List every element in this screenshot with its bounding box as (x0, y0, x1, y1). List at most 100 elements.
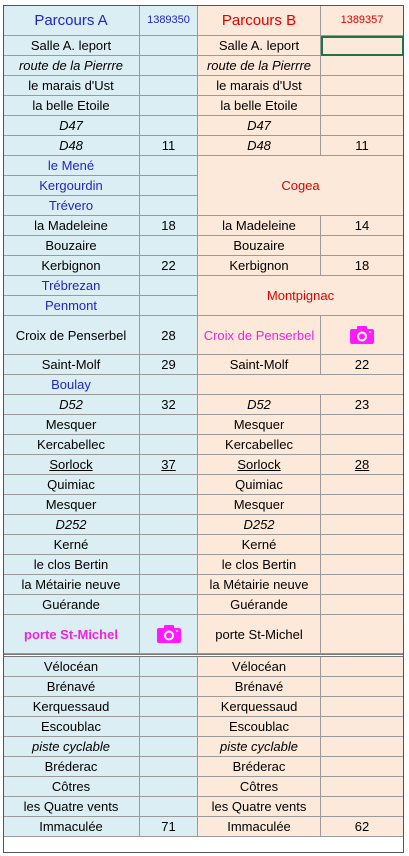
parcours-a-km[interactable] (140, 495, 198, 515)
parcours-a-km[interactable] (140, 555, 198, 575)
parcours-b-place[interactable]: la Métairie neuve (198, 575, 321, 595)
parcours-a-km[interactable]: 22 (140, 256, 198, 276)
parcours-b-km[interactable] (321, 595, 404, 615)
parcours-b-place[interactable]: D47 (198, 116, 321, 136)
parcours-a-km[interactable]: 28 (140, 316, 198, 355)
parcours-b-km[interactable] (321, 56, 404, 76)
parcours-b-km[interactable]: 14 (321, 216, 404, 236)
parcours-b-place[interactable]: Quimiac (198, 475, 321, 495)
parcours-a-place[interactable]: Croix de Penserbel (3, 316, 140, 355)
parcours-a-km[interactable] (140, 535, 198, 555)
parcours-b-place[interactable]: Salle A. leport (198, 36, 321, 56)
parcours-a-place[interactable]: le Mené (3, 156, 140, 176)
parcours-a-place[interactable]: Trébrezan (3, 276, 140, 296)
parcours-a-place[interactable]: D52 (3, 395, 140, 415)
parcours-b-km[interactable] (321, 116, 404, 136)
parcours-a-place[interactable]: Guérande (3, 595, 140, 615)
parcours-b-place[interactable]: D252 (198, 515, 321, 535)
parcours-a-km[interactable]: 32 (140, 395, 198, 415)
header-parcours-a-id[interactable]: 1389350 (140, 5, 198, 36)
parcours-b-km[interactable]: 22 (321, 355, 404, 375)
parcours-b-place[interactable]: D48 (198, 136, 321, 156)
parcours-b-place[interactable]: Mesquer (198, 415, 321, 435)
parcours-a-place[interactable]: Immaculée (3, 817, 140, 837)
parcours-a-km[interactable] (140, 697, 198, 717)
parcours-b-km[interactable] (321, 316, 404, 355)
parcours-b-km[interactable] (321, 777, 404, 797)
parcours-a-place[interactable]: route de la Pierrre (3, 56, 140, 76)
parcours-b-km[interactable] (321, 475, 404, 495)
parcours-a-place[interactable]: le marais d'Ust (3, 76, 140, 96)
parcours-b-place[interactable]: Kerbignon (198, 256, 321, 276)
parcours-b-merged-cell[interactable]: Montpignac (198, 276, 404, 316)
parcours-b-place[interactable]: route de la Pierrre (198, 56, 321, 76)
parcours-a-place[interactable]: Penmont (3, 296, 140, 316)
parcours-a-km[interactable] (140, 677, 198, 697)
parcours-a-place[interactable]: Salle A. leport (3, 36, 140, 56)
parcours-a-place[interactable]: Saint-Molf (3, 355, 140, 375)
parcours-b-km[interactable] (321, 535, 404, 555)
parcours-a-place[interactable]: Kerné (3, 535, 140, 555)
parcours-a-km[interactable] (140, 76, 198, 96)
parcours-b-km[interactable] (321, 575, 404, 595)
parcours-a-place[interactable]: Côtres (3, 777, 140, 797)
parcours-a-km[interactable]: 37 (140, 455, 198, 475)
parcours-b-place[interactable]: le clos Bertin (198, 555, 321, 575)
parcours-b-merged-cell[interactable]: Cogea (198, 156, 404, 216)
parcours-a-km[interactable] (140, 236, 198, 256)
parcours-a-km[interactable] (140, 595, 198, 615)
parcours-b-km[interactable] (321, 435, 404, 455)
parcours-a-place[interactable]: Quimiac (3, 475, 140, 495)
parcours-a-km[interactable]: 18 (140, 216, 198, 236)
parcours-a-place[interactable]: Kerbignon (3, 256, 140, 276)
parcours-b-place[interactable]: la Madeleine (198, 216, 321, 236)
parcours-a-km[interactable] (140, 475, 198, 495)
parcours-b-place[interactable]: le marais d'Ust (198, 76, 321, 96)
parcours-a-km[interactable] (140, 615, 198, 654)
parcours-b-place[interactable]: piste cyclable (198, 737, 321, 757)
selected-cell[interactable] (321, 36, 404, 56)
parcours-b-km[interactable]: 28 (321, 455, 404, 475)
parcours-b-km[interactable] (321, 415, 404, 435)
parcours-a-km[interactable] (140, 797, 198, 817)
parcours-a-place[interactable]: la Métairie neuve (3, 575, 140, 595)
parcours-b-place[interactable]: Kerné (198, 535, 321, 555)
parcours-b-km[interactable] (321, 76, 404, 96)
parcours-b-merged-cell[interactable] (198, 375, 404, 395)
parcours-a-km[interactable] (140, 96, 198, 116)
parcours-a-place[interactable]: la belle Etoile (3, 96, 140, 116)
parcours-b-place[interactable]: Kercabellec (198, 435, 321, 455)
parcours-a-km[interactable] (140, 575, 198, 595)
parcours-a-km[interactable] (140, 196, 198, 216)
parcours-a-km[interactable] (140, 176, 198, 196)
parcours-b-km[interactable] (321, 615, 404, 654)
parcours-b-km[interactable] (321, 797, 404, 817)
parcours-b-place[interactable]: les Quatre vents (198, 797, 321, 817)
parcours-a-place[interactable]: Boulay (3, 375, 140, 395)
parcours-a-place[interactable]: D252 (3, 515, 140, 535)
parcours-a-km[interactable] (140, 757, 198, 777)
parcours-a-km[interactable] (140, 276, 198, 296)
parcours-a-place[interactable]: les Quatre vents (3, 797, 140, 817)
parcours-b-km[interactable] (321, 737, 404, 757)
header-parcours-b-id[interactable]: 1389357 (321, 5, 404, 36)
parcours-a-km[interactable]: 71 (140, 817, 198, 837)
parcours-a-place[interactable]: piste cyclable (3, 737, 140, 757)
parcours-a-km[interactable] (140, 375, 198, 395)
parcours-b-place[interactable]: Vélocéan (198, 657, 321, 677)
parcours-b-place[interactable]: D52 (198, 395, 321, 415)
parcours-b-place[interactable]: Kerquessaud (198, 697, 321, 717)
parcours-b-km[interactable] (321, 697, 404, 717)
parcours-b-place[interactable]: Escoublac (198, 717, 321, 737)
parcours-b-place[interactable]: porte St-Michel (198, 615, 321, 654)
parcours-b-place[interactable]: la belle Etoile (198, 96, 321, 116)
parcours-a-km[interactable] (140, 717, 198, 737)
parcours-a-km[interactable] (140, 515, 198, 535)
parcours-b-km[interactable] (321, 236, 404, 256)
parcours-b-km[interactable]: 23 (321, 395, 404, 415)
parcours-b-place[interactable]: Sorlock (198, 455, 321, 475)
parcours-b-place[interactable]: Mesquer (198, 495, 321, 515)
parcours-a-km[interactable] (140, 415, 198, 435)
parcours-b-place[interactable]: Saint-Molf (198, 355, 321, 375)
parcours-b-km[interactable]: 11 (321, 136, 404, 156)
